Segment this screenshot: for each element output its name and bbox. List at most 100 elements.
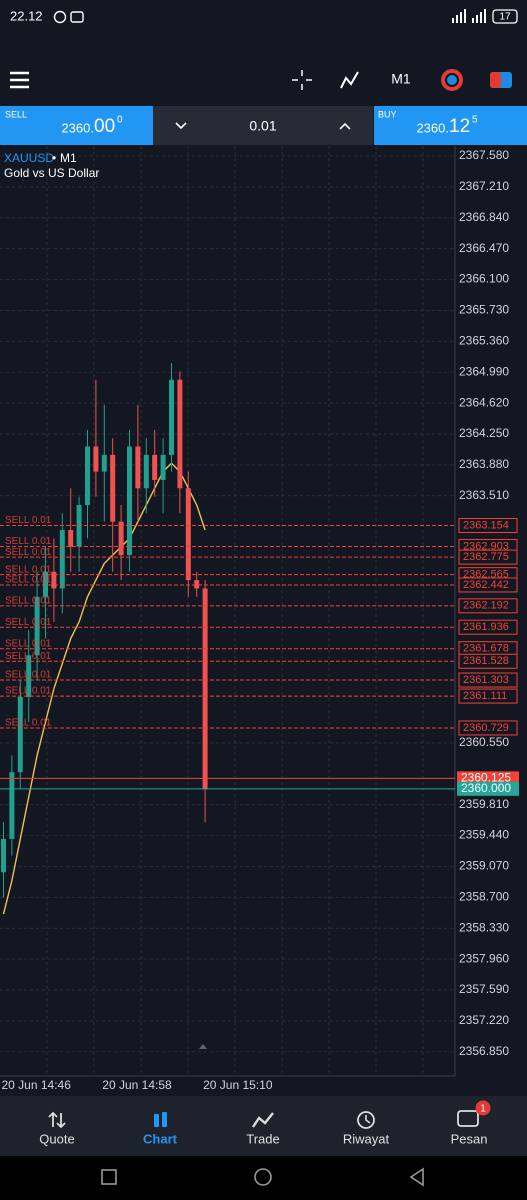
y-tick-label: 2366.100 — [459, 272, 509, 286]
candle-body — [26, 655, 32, 697]
nav-item[interactable]: Pesan — [451, 1131, 488, 1146]
y-tick-label: 2358.330 — [459, 920, 509, 934]
y-tick-label: 2364.250 — [459, 426, 509, 440]
trade-button-half — [490, 72, 501, 88]
candle-body — [34, 596, 40, 656]
candle-body — [1, 838, 6, 873]
battery-level: 17 — [499, 12, 511, 23]
nav-item[interactable]: Quote — [39, 1131, 74, 1146]
order-label: SELL 0.01 — [5, 638, 52, 649]
order-tag — [458, 598, 518, 614]
home-button[interactable] — [254, 1168, 272, 1186]
badge — [475, 1100, 491, 1116]
recents-button[interactable] — [101, 1169, 117, 1185]
sell-price-big: 00 — [94, 116, 115, 137]
order-label: SELL 0.01 — [5, 686, 52, 697]
order-price: 2362.192 — [463, 600, 509, 612]
candle-body — [51, 571, 57, 589]
chart: 2367.580 2367.210 2366.840 2366.470 2366.100… — [0, 146, 519, 1092]
bottom-nav: Quote Chart Trade Riwayat Pesan — [39, 1131, 487, 1146]
candle-body — [127, 446, 132, 556]
nav-item[interactable]: Riwayat — [343, 1131, 390, 1146]
y-tick-label: 2359.440 — [459, 828, 509, 842]
order-price: 2362.903 — [463, 540, 509, 552]
order-label: SELL 0.01 — [5, 718, 52, 729]
buy-price: 2360. — [416, 120, 449, 135]
candle-body — [85, 446, 90, 505]
objects-button-inner — [447, 75, 457, 85]
bottom-nav-bg — [0, 1096, 527, 1156]
crosshair-button[interactable] — [292, 70, 312, 90]
volume-value[interactable]: 0.01 — [249, 118, 276, 134]
order-price: 2361.678 — [463, 643, 509, 655]
y-tick-label: 2366.840 — [459, 210, 509, 224]
candle-body — [110, 454, 116, 522]
y-tick-label: 2360.550 — [459, 735, 509, 749]
y-tick-label: 2356.850 — [459, 1044, 509, 1058]
x-tick-label: 20 Jun 14:58 — [102, 1078, 172, 1092]
candle-body — [185, 488, 191, 581]
nav-item[interactable]: Chart — [143, 1131, 178, 1146]
messages-icon — [457, 1110, 479, 1127]
order-price: 2362.442 — [463, 579, 509, 591]
nav-item[interactable]: Trade — [246, 1131, 279, 1146]
system-nav-bg — [0, 1156, 527, 1200]
volume-up[interactable] — [339, 122, 351, 130]
order-price: 2361.111 — [463, 690, 507, 702]
timeframe-button[interactable]: M1 — [391, 71, 411, 87]
order-price: 2360.729 — [463, 722, 509, 734]
order-tag — [458, 577, 518, 593]
ask-price: 2360.125 — [461, 771, 511, 785]
y-tick-label: 2363.510 — [459, 488, 509, 502]
y-tick-label: 2357.590 — [459, 982, 509, 996]
chart-period: M1 — [60, 151, 77, 165]
bid-tag — [457, 781, 519, 796]
candle-body — [59, 530, 65, 589]
sell-price-sup: 0 — [117, 115, 123, 126]
menu-button[interactable] — [10, 71, 29, 89]
candle-body — [177, 379, 183, 489]
candle-body — [135, 446, 141, 489]
candle-body — [169, 379, 174, 455]
order-tag — [458, 653, 518, 669]
order-tag — [458, 672, 518, 688]
history-icon — [357, 1111, 375, 1129]
y-tick-label: 2363.880 — [459, 457, 509, 471]
y-tick-label: 2357.960 — [459, 951, 509, 965]
candle-body — [118, 521, 124, 556]
y-tick-label: 2359.810 — [459, 797, 509, 811]
bid-price: 2360.000 — [461, 781, 511, 795]
order-label: SELL 0.01 — [5, 564, 52, 575]
x-tick-label: 20 Jun 14:46 — [2, 1078, 72, 1092]
buy-price-big: 12 — [449, 116, 470, 137]
y-tick-label: 2358.700 — [459, 890, 509, 904]
chart-separator: • — [52, 151, 56, 165]
order-tag — [458, 688, 518, 704]
candle-body — [101, 454, 107, 472]
order-price: 2361.528 — [463, 655, 509, 667]
y-tick-label: 2364.990 — [459, 364, 509, 378]
sell-button[interactable] — [0, 106, 153, 145]
order-label: SELL 0.01 — [5, 547, 52, 558]
order-price: 2363.154 — [463, 519, 509, 531]
y-tick-label: 2359.070 — [459, 859, 509, 873]
volume-down[interactable] — [175, 122, 187, 130]
indicators-button[interactable] — [340, 71, 359, 89]
objects-button[interactable] — [441, 69, 463, 91]
order-label: SELL 0.01 — [5, 651, 52, 662]
buy-price-sup: 5 — [472, 115, 478, 126]
order-label: SELL 0.01 — [5, 617, 52, 628]
sell-price: 2360. — [61, 120, 94, 135]
order-tag — [458, 619, 518, 635]
x-tick-label: 20 Jun 15:10 — [203, 1078, 273, 1092]
order-label: SELL 0.01 — [5, 515, 52, 526]
candle-body — [17, 696, 23, 773]
order-price: 2361.303 — [463, 674, 509, 686]
buy-button[interactable] — [374, 106, 527, 145]
order-tag — [458, 549, 518, 565]
candle-body — [68, 530, 74, 547]
status-icons — [452, 9, 486, 23]
back-button[interactable] — [409, 1167, 424, 1187]
y-tick-label: 2366.470 — [459, 241, 509, 255]
